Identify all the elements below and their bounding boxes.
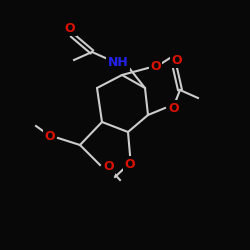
Text: O: O <box>150 60 160 74</box>
Text: O: O <box>168 102 178 114</box>
Text: O: O <box>172 54 182 66</box>
Text: NH: NH <box>108 56 128 68</box>
Text: O: O <box>44 130 55 142</box>
Text: O: O <box>65 22 75 35</box>
Text: O: O <box>125 158 135 171</box>
Text: O: O <box>103 160 114 173</box>
